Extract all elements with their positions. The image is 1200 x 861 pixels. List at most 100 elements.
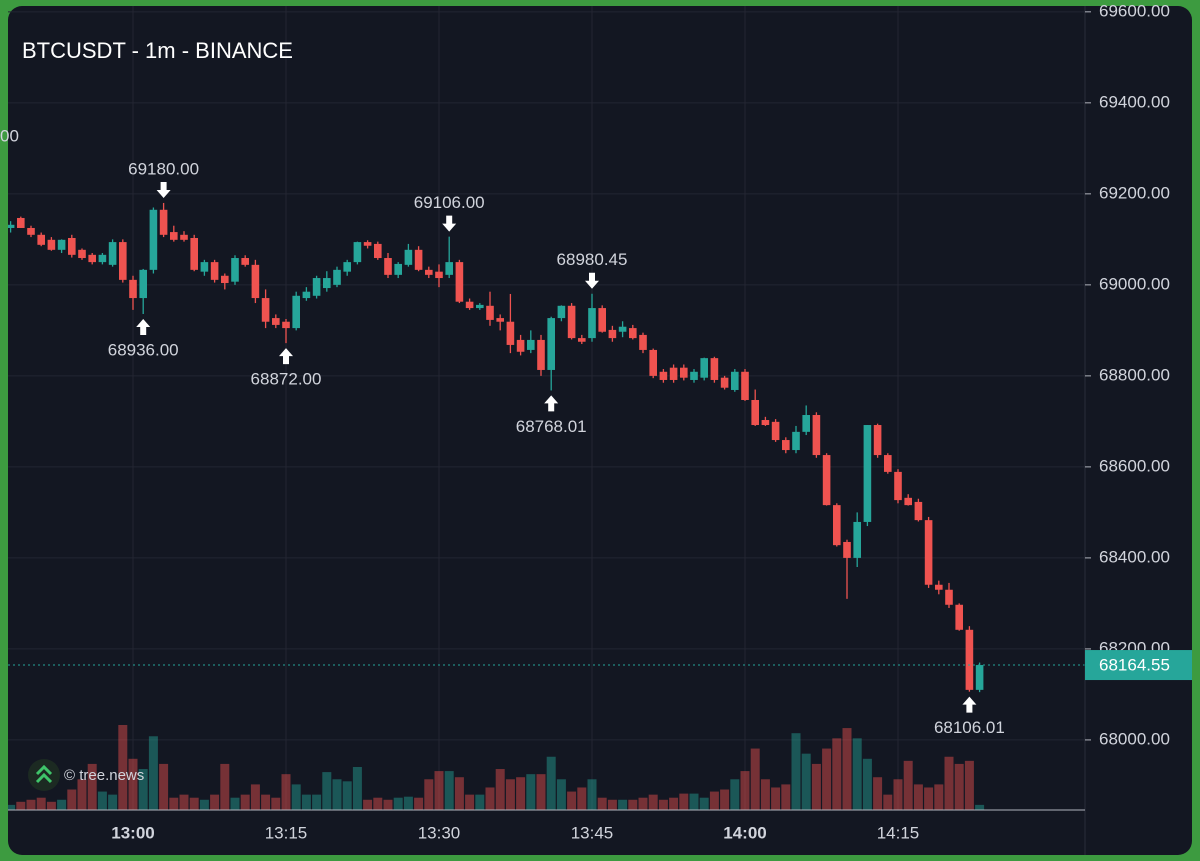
volume-bar	[516, 777, 526, 810]
candle-body	[486, 305, 494, 320]
candle-body	[618, 326, 627, 332]
volume-bar	[301, 794, 311, 810]
candle-body	[822, 455, 831, 506]
candle-body	[863, 425, 872, 522]
candle-body	[221, 275, 229, 284]
volume-bar	[291, 784, 301, 810]
volume-bar	[169, 797, 179, 810]
volume-bar	[862, 758, 872, 810]
candle-body	[690, 371, 698, 380]
annotation-label: 68936.00	[108, 340, 179, 359]
candle-body	[853, 521, 861, 558]
volume-bar	[781, 784, 791, 810]
candle-body	[965, 629, 974, 690]
volume-bar	[730, 779, 740, 810]
annotation-arrow	[585, 272, 599, 289]
volume-bar	[444, 771, 454, 810]
volume-bar	[842, 728, 852, 810]
candle-body	[333, 269, 341, 285]
volume-bar	[760, 779, 770, 810]
candle-body	[629, 328, 637, 339]
volume-bar	[628, 799, 638, 810]
candle-body	[170, 232, 178, 240]
volume-bar	[720, 789, 730, 810]
volume-bar	[312, 794, 322, 810]
annotation-label: 68106.01	[934, 718, 1005, 737]
candle-body	[425, 269, 433, 275]
volume-bar	[934, 784, 944, 810]
watermark-logo	[28, 759, 60, 791]
annotation-arrow	[442, 215, 457, 232]
candle-body	[190, 237, 198, 270]
volume-bar	[597, 797, 607, 810]
candle-body	[404, 249, 413, 265]
axes: 68000.0068200.0068400.0068600.0068800.00…	[111, 1, 1170, 842]
candle-body	[292, 295, 300, 329]
annotation-label: 68980.45	[557, 250, 628, 269]
candle-body	[649, 349, 657, 376]
candle-body	[751, 399, 759, 426]
candle-body	[669, 367, 678, 380]
volume-bar	[852, 738, 862, 810]
candle-body	[282, 321, 290, 329]
volume-bar	[587, 779, 597, 810]
candle-body	[659, 371, 668, 380]
candle-body	[47, 239, 56, 250]
annotation-label: 69180.00	[128, 159, 199, 178]
candle-body	[833, 505, 841, 546]
volume-bar	[944, 756, 954, 810]
y-tick-label: 68800.00	[1099, 365, 1170, 384]
candle-body	[843, 541, 851, 558]
candle-body	[588, 308, 596, 339]
annotation-label: 69106.00	[414, 193, 485, 212]
volume-bar	[648, 794, 658, 810]
candle-body	[710, 358, 719, 380]
annotations: 69180.00 68936.00 68872.00 69106.00 68768.01…	[108, 159, 1005, 737]
volume-bar	[699, 797, 709, 810]
volume-bar	[567, 791, 577, 810]
candle-body	[924, 520, 933, 585]
candle-body	[792, 431, 800, 451]
candle-body	[516, 339, 525, 352]
candle-body	[527, 339, 535, 350]
volume-bar	[250, 784, 260, 810]
candle-body	[894, 471, 902, 501]
candle-body	[680, 367, 688, 378]
volume-bar	[281, 774, 291, 810]
candle-body	[139, 269, 147, 299]
candle-body	[323, 278, 331, 289]
x-tick-label: 13:45	[571, 823, 614, 842]
volume-pane	[8, 725, 985, 810]
candle-body	[445, 262, 453, 275]
candle-body	[353, 242, 362, 263]
volume-bar	[271, 797, 281, 810]
volume-bar	[342, 781, 352, 810]
candle-body	[384, 258, 392, 275]
volume-bar	[261, 794, 271, 810]
candle-body	[476, 304, 484, 309]
y-tick-label: 69200.00	[1099, 183, 1170, 202]
volume-bar	[475, 794, 485, 810]
candle-body	[884, 455, 892, 472]
volume-bar	[363, 799, 373, 810]
volume-bar	[67, 789, 77, 810]
candle-body	[108, 242, 117, 265]
candle-body	[506, 321, 515, 345]
volume-bar	[801, 753, 811, 810]
volume-bar	[465, 794, 475, 810]
volume-bar	[709, 791, 719, 810]
volume-bar	[791, 733, 801, 810]
volume-bar	[393, 797, 403, 810]
volume-bar	[220, 763, 230, 810]
volume-bar	[975, 804, 985, 810]
volume-bar	[199, 799, 209, 810]
volume-bar	[954, 763, 964, 810]
candle-body	[241, 258, 249, 265]
candle-body	[78, 249, 86, 259]
candle-body	[374, 243, 382, 259]
x-tick-label: 14:15	[877, 823, 920, 842]
candle-body	[812, 415, 821, 456]
y-tick-label: 68600.00	[1099, 456, 1170, 475]
volume-bar	[658, 799, 668, 810]
volume-bar	[485, 787, 495, 810]
